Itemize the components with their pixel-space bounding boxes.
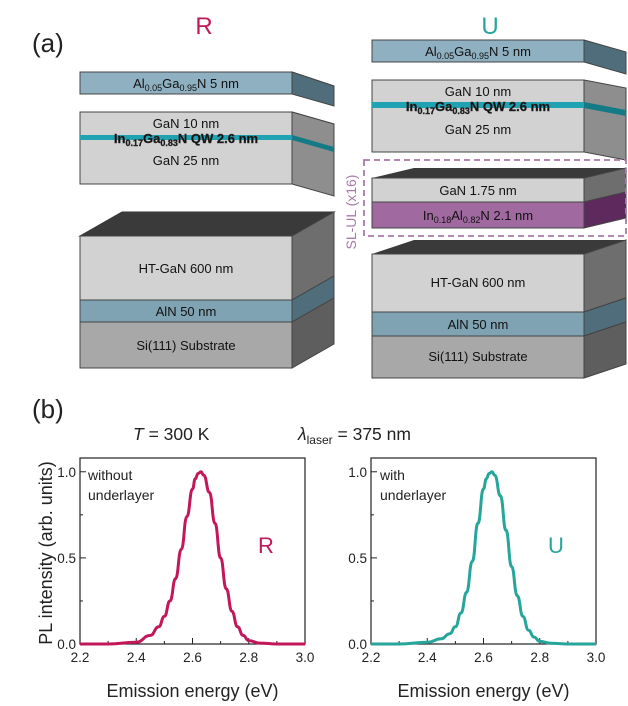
r-htgan-label: HT-GaN 600 nm [139,261,234,276]
r-qw-block: GaN 10 nm In0.17Ga0.83N QW 2.6 nm GaN 25… [79,111,335,197]
r-gan25-label: GaN 25 nm [153,153,219,168]
chart-u-series-label: U [548,533,564,558]
u-htgan-label: HT-GaN 600 nm [431,275,526,290]
y-tick-label: 1.0 [348,465,367,480]
chart-u-series-line [371,470,596,646]
sample-u-title: U [481,13,498,40]
sl-ul-label: SL-UL (x16) [343,175,359,250]
x-tick-label: 2.4 [127,650,146,665]
u-sl-inaln-label: In0.18Al0.82N 2.1 nm [423,208,533,225]
r-qw-label: In0.17Ga0.83N QW 2.6 nm [114,131,258,148]
u-superlattice: GaN 1.75 nm In0.18Al0.82N 2.1 nm SL-UL (… [343,159,627,250]
panel-b-label: (b) [32,394,64,424]
u-cap-label: Al0.05Ga0.95N 5 nm [425,44,531,61]
x-tick-label: 3.0 [296,650,315,665]
u-cap-layer: Al0.05Ga0.95N 5 nm [371,39,627,75]
r-gan10-label: GaN 10 nm [153,116,219,131]
y-tick-label: 0.5 [57,551,76,566]
y-tick-label: 0.0 [348,637,367,652]
r-cap-layer: Al0.05Ga0.95N 5 nm [79,71,335,107]
temperature-condition: T = 300 K [133,424,210,444]
x-tick-label: 2.2 [71,650,90,665]
x-tick-label: 2.8 [239,650,258,665]
chart-u-annotation-line1: with [379,467,405,483]
u-base-stack: HT-GaN 600 nm AlN 50 nm Si(111) Substrat… [371,239,627,379]
y-tick-label: 1.0 [57,465,76,480]
x-tick-label: 2.8 [530,650,549,665]
x-tick-label: 2.2 [362,650,381,665]
u-substrate-label: Si(111) Substrate [428,349,527,364]
sample-u-stack: Al0.05Ga0.95N 5 nm GaN 10 nm In0.17Ga0.8… [343,39,627,379]
y-axis-title: PL intensity (arb. units) [36,461,56,644]
r-substrate-label: Si(111) Substrate [136,338,235,353]
chart-r-series-label: R [258,533,274,558]
u-gan10-label: GaN 10 nm [445,84,511,99]
chart-r-x-axis-title: Emission energy (eV) [106,681,278,701]
x-tick-label: 2.4 [418,650,437,665]
chart-u: 2.2 2.4 2.6 2.8 3.0 0.0 0.5 1.0 with underlayer… [348,457,606,701]
chart-u-x-axis-title: Emission energy (eV) [397,681,569,701]
y-tick-label: 0.5 [348,551,367,566]
u-aln-label: AlN 50 nm [448,317,509,332]
x-tick-label: 2.6 [183,650,202,665]
chart-u-annotation-line2: underlayer [380,487,446,503]
u-sl-gan-label: GaN 1.75 nm [439,183,516,198]
u-qw-label: In0.17Ga0.83N QW 2.6 nm [406,99,550,116]
sl-dashed-box [363,159,627,237]
r-cap-label: Al0.05Ga0.95N 5 nm [133,76,239,93]
u-gan25-label: GaN 25 nm [445,122,511,137]
u-qw-block: GaN 10 nm In0.17Ga0.83N QW 2.6 nm GaN 25… [371,79,627,161]
panel-a-label: (a) [32,28,64,58]
chart-r-annotation-line2: underlayer [88,487,154,503]
r-aln-label: AlN 50 nm [156,304,217,319]
sample-r-title: R [195,13,212,40]
x-tick-label: 3.0 [587,650,606,665]
chart-r-series-line [80,470,305,646]
chart-r: 2.2 2.4 2.6 2.8 3.0 0.0 0.5 1.0 without underla… [57,457,315,701]
sample-r-stack: Al0.05Ga0.95N 5 nm GaN 10 nm In0.17Ga0.8… [78,71,336,369]
chart-r-annotation-line1: without [87,467,132,483]
laser-condition: λlaser = 375 nm [297,424,411,447]
x-tick-label: 2.6 [474,650,493,665]
y-tick-label: 0.0 [57,637,76,652]
r-base-stack: HT-GaN 600 nm AlN 50 nm Si(111) Substrat… [78,211,336,369]
